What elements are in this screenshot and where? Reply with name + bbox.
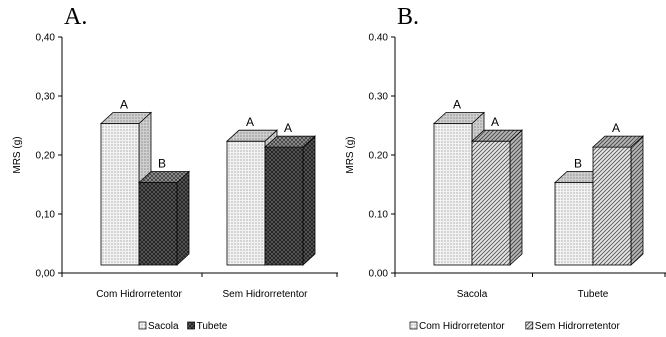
bar-side: [630, 135, 644, 266]
bar-sem-hidrorretentor: [591, 135, 645, 266]
legend-label: Tubete: [197, 321, 228, 332]
significance-label: A: [491, 115, 499, 129]
y-tick-label: 0,10: [36, 210, 56, 221]
y-tick-label: 0,00: [36, 269, 56, 280]
y-tick-label: 0,40: [36, 33, 56, 44]
legend-label: Sacola: [148, 321, 179, 332]
y-tick-label: 0.10: [369, 210, 389, 221]
bar-top: [591, 135, 645, 148]
bar-front: [554, 182, 594, 266]
significance-label: A: [453, 98, 461, 112]
bar-top: [263, 135, 317, 148]
bar-front: [264, 146, 304, 266]
y-tick-label: 0,30: [36, 92, 56, 103]
x-category-label: Sem Hidrorretentor: [222, 289, 308, 300]
bar-sem-hidrorretentor: [470, 129, 524, 266]
bar-top: [137, 171, 191, 183]
bar-front: [226, 140, 266, 266]
legend-swatch: [187, 321, 195, 330]
chart-panel-2: B. MRS (g) 0.00 0.10 0.20 0.30 0.40 A A Sacola B A T…: [345, 4, 666, 332]
panel-letter: A.: [64, 4, 87, 30]
y-tick-label: 0.40: [369, 33, 389, 44]
bar-top: [225, 129, 279, 142]
bar-front: [592, 146, 632, 266]
significance-label: A: [284, 121, 292, 135]
legend-label: Sem Hidrorretentor: [535, 321, 621, 332]
legend-swatch: [525, 321, 534, 330]
x-category-label: Tubete: [578, 289, 609, 300]
y-tick-label: 0,20: [36, 151, 56, 162]
y-axis-label: MRS (g): [12, 136, 23, 173]
x-category-label: Sacola: [457, 289, 488, 300]
chart-panel-1: A. MRS (g) 0,00 0,10 0,20 0,30 0,40 A B Com Hidro…: [12, 4, 338, 332]
bar-front: [138, 182, 178, 266]
x-category-label: Com Hidrorretentor: [96, 289, 182, 300]
y-tick-label: 0.00: [369, 269, 389, 280]
significance-label: A: [246, 115, 254, 129]
bar-side: [509, 129, 523, 266]
bar-front: [100, 123, 140, 266]
y-tick-label: 0.30: [369, 92, 389, 103]
significance-label: A: [612, 121, 620, 135]
bar-front: [471, 140, 511, 266]
significance-label: B: [158, 157, 166, 171]
bar-tubete: [137, 170, 191, 266]
significance-label: B: [574, 157, 582, 171]
bar-side: [302, 135, 316, 266]
legend-label: Com Hidrorretentor: [419, 321, 505, 332]
y-axis-label: MRS (g): [345, 136, 356, 173]
legend-swatch: [138, 321, 147, 330]
bar-top: [432, 112, 486, 124]
bar-top: [99, 112, 153, 124]
bar-side: [176, 170, 190, 266]
bar-top: [470, 129, 524, 142]
y-tick-label: 0.20: [369, 151, 389, 162]
panel-letter: B.: [397, 4, 419, 30]
significance-label: A: [120, 98, 128, 112]
bar-front: [433, 123, 473, 266]
bar-tubete: [263, 135, 317, 266]
legend-swatch: [409, 321, 418, 330]
